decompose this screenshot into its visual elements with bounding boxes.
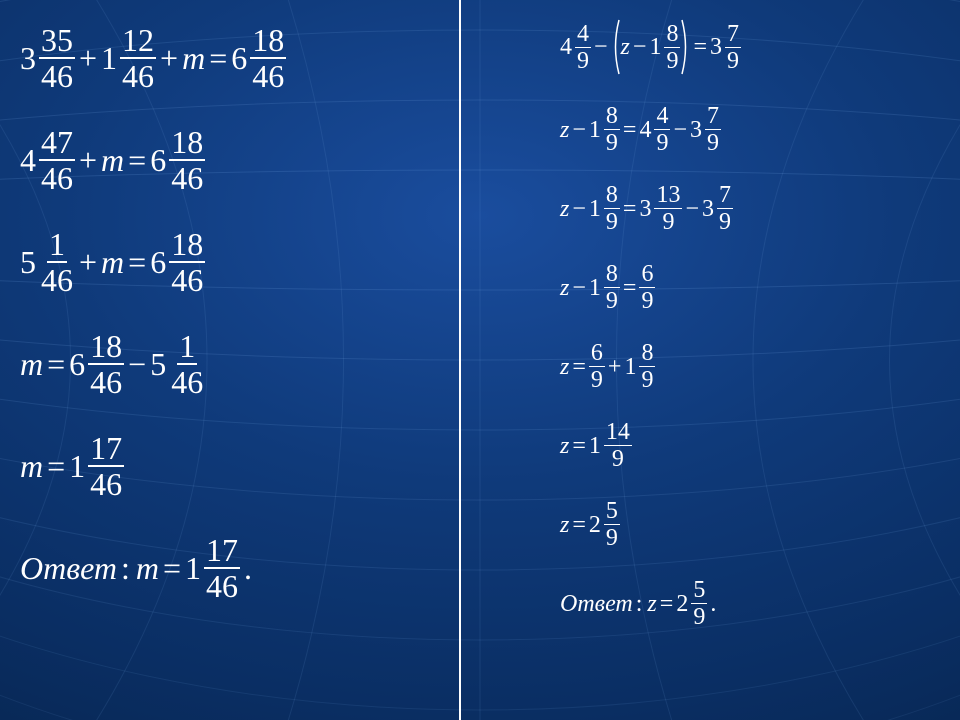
- mixed-fraction: 189: [589, 104, 620, 155]
- mixed-fraction: 189: [589, 262, 620, 313]
- mixed-fraction: 61846: [231, 24, 286, 92]
- mixed-fraction: 61846: [150, 126, 205, 194]
- operator: =: [128, 246, 146, 278]
- mixed-fraction: 379: [710, 22, 741, 73]
- operator: =: [572, 355, 586, 379]
- variable: z: [560, 513, 569, 537]
- mixed-fraction: 69: [589, 341, 605, 392]
- mixed-fraction: 189: [624, 341, 655, 392]
- mixed-fraction: 259: [589, 499, 620, 550]
- right-solution-column: 449−z−189=379z−189=449−379z−189=3139−379…: [560, 18, 960, 657]
- operator: =: [209, 42, 227, 74]
- variable: m: [101, 246, 124, 278]
- operator: =: [623, 197, 637, 221]
- equation-line: z=259: [560, 499, 960, 550]
- equation-line: z−189=3139−379: [560, 183, 960, 234]
- operator: =: [47, 450, 65, 482]
- operator: +: [79, 42, 97, 74]
- operator: +: [608, 355, 622, 379]
- mixed-fraction: 1149: [589, 420, 632, 471]
- operator: −: [572, 276, 586, 300]
- equation-line: 449−z−189=379: [560, 18, 960, 76]
- vertical-divider: [459, 0, 461, 720]
- mixed-fraction: 449: [639, 104, 670, 155]
- operator: =: [572, 513, 586, 537]
- equation-line: 5146+m=61846: [20, 228, 440, 296]
- variable: z: [560, 197, 569, 221]
- operator: −: [633, 35, 647, 59]
- mixed-fraction: 33546: [20, 24, 75, 92]
- operator: =: [660, 592, 674, 616]
- answer-label: Ответ: [20, 552, 117, 584]
- variable: m: [101, 144, 124, 176]
- operator: =: [693, 35, 707, 59]
- mixed-fraction: 3139: [639, 183, 682, 234]
- equation-line: z−189=69: [560, 262, 960, 313]
- operator: =: [128, 144, 146, 176]
- operator: −: [572, 118, 586, 142]
- mixed-fraction: 11246: [101, 24, 156, 92]
- equation-line: 44746+m=61846: [20, 126, 440, 194]
- operator: =: [623, 118, 637, 142]
- mixed-fraction: 11746: [69, 432, 124, 500]
- mixed-fraction: 61846: [150, 228, 205, 296]
- mixed-fraction: 379: [702, 183, 733, 234]
- left-solution-column: 33546+11246+m=6184644746+m=618465146+m=6…: [20, 24, 440, 636]
- mixed-fraction: 5146: [20, 228, 75, 296]
- paren: [611, 18, 621, 76]
- variable: z: [560, 276, 569, 300]
- operator: +: [160, 42, 178, 74]
- variable: m: [182, 42, 205, 74]
- mixed-fraction: 69: [639, 262, 655, 313]
- variable: z: [560, 434, 569, 458]
- operator: −: [685, 197, 699, 221]
- variable: m: [20, 348, 43, 380]
- answer-label: Ответ: [560, 592, 633, 616]
- mixed-fraction: 379: [690, 104, 721, 155]
- variable: z: [621, 35, 630, 59]
- mixed-fraction: 44746: [20, 126, 75, 194]
- mixed-fraction: 259: [676, 578, 707, 629]
- mixed-fraction: 449: [560, 22, 591, 73]
- operator: +: [79, 246, 97, 278]
- mixed-fraction: 5146: [150, 330, 205, 398]
- equation-line: z=69+189: [560, 341, 960, 392]
- equation-line: 33546+11246+m=61846: [20, 24, 440, 92]
- mixed-fraction: 189: [589, 183, 620, 234]
- operator: =: [572, 434, 586, 458]
- operator: =: [163, 552, 181, 584]
- operator: +: [79, 144, 97, 176]
- slide-content: 33546+11246+m=6184644746+m=618465146+m=6…: [0, 0, 960, 720]
- equation-line: m=11746: [20, 432, 440, 500]
- equation-line: z−189=449−379: [560, 104, 960, 155]
- answer-line: Ответ:m=11746.: [20, 534, 440, 602]
- equation-line: m=61846−5146: [20, 330, 440, 398]
- variable: m: [136, 552, 159, 584]
- operator: −: [673, 118, 687, 142]
- operator: −: [594, 35, 608, 59]
- operator: =: [623, 276, 637, 300]
- operator: =: [47, 348, 65, 380]
- answer-line: Ответ:z=259.: [560, 578, 960, 629]
- mixed-fraction: 11746: [185, 534, 240, 602]
- variable: m: [20, 450, 43, 482]
- variable: z: [560, 118, 569, 142]
- mixed-fraction: 189: [649, 22, 680, 73]
- paren: [680, 18, 690, 76]
- mixed-fraction: 61846: [69, 330, 124, 398]
- operator: −: [572, 197, 586, 221]
- variable: z: [647, 592, 656, 616]
- variable: z: [560, 355, 569, 379]
- equation-line: z=1149: [560, 420, 960, 471]
- operator: −: [128, 348, 146, 380]
